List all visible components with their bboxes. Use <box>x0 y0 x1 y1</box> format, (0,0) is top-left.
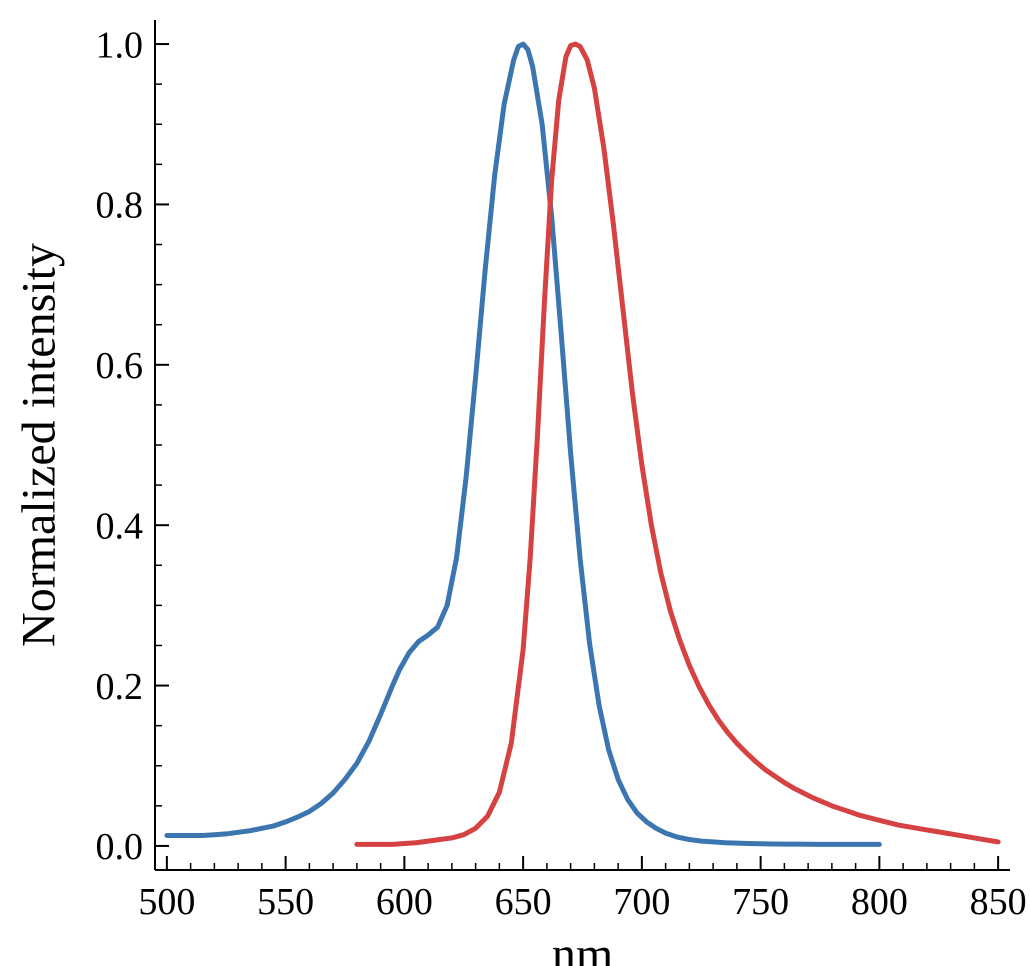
x-tick-label: 800 <box>851 881 908 923</box>
chart-svg: 500 550 600 650 700 750 800 850 nm 0.0 0.2 0.4 0.6 0.… <box>0 0 1030 966</box>
y-tick-label: 0.6 <box>96 345 144 387</box>
x-tick-label: 600 <box>376 881 433 923</box>
x-tick-label: 500 <box>138 881 195 923</box>
y-tick-label: 0.0 <box>96 826 144 868</box>
x-tick-label: 700 <box>613 881 670 923</box>
y-tick-label: 0.8 <box>96 185 144 227</box>
x-tick-label: 750 <box>732 881 789 923</box>
x-tick-label: 850 <box>970 881 1027 923</box>
y-tick-label: 1.0 <box>96 24 144 66</box>
spectrum-chart: 500 550 600 650 700 750 800 850 nm 0.0 0.2 0.4 0.6 0.… <box>0 0 1030 966</box>
y-tick-label: 0.2 <box>96 666 144 708</box>
x-tick-label: 650 <box>495 881 552 923</box>
x-axis-label: nm <box>552 928 613 966</box>
x-tick-label: 550 <box>257 881 314 923</box>
y-axis-label: Normalized intensity <box>13 243 66 647</box>
y-tick-label: 0.4 <box>96 505 144 547</box>
